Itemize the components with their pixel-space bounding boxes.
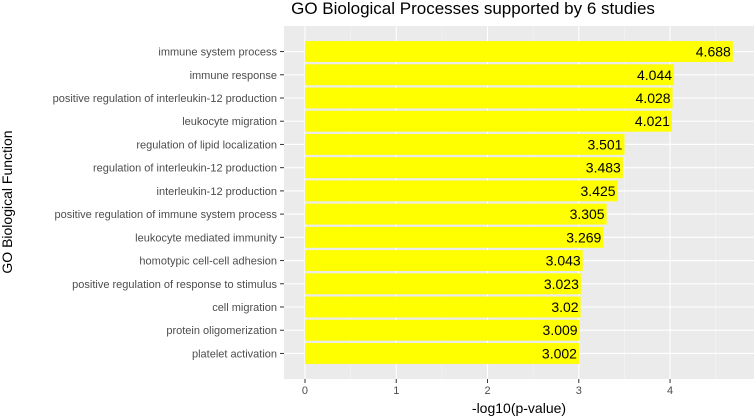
bar-value-label: 3.425 xyxy=(581,183,616,199)
y-tick-label: regulation of lipid localization xyxy=(136,139,277,151)
bar-value-label: 3.483 xyxy=(586,160,621,176)
bars xyxy=(304,41,733,364)
y-tick-label: positive regulation of response to stimu… xyxy=(72,279,277,291)
bar-value-label: 3.043 xyxy=(546,253,581,269)
bar-value-label: 3.269 xyxy=(566,229,601,245)
bar-value-labels: 4.688 4.044 4.028 4.021 3.501 3.483 3.425 3.305… xyxy=(542,44,731,362)
bar-value-label: 3.009 xyxy=(543,322,578,338)
y-tick-label: protein oligomerization xyxy=(166,325,277,337)
bar-value-label: 3.002 xyxy=(542,345,577,361)
bar xyxy=(304,64,675,86)
bar xyxy=(304,41,733,62)
bar xyxy=(304,203,607,225)
bar xyxy=(304,296,581,318)
bar xyxy=(304,319,580,341)
y-tick-label: positive regulation of interleukin-12 pr… xyxy=(53,93,277,105)
y-tick-label: interleukin-12 production xyxy=(157,186,277,198)
y-tick-label: leukocyte migration xyxy=(182,116,277,128)
bar-value-label: 3.501 xyxy=(587,136,622,152)
bar xyxy=(304,87,673,109)
bar xyxy=(304,273,581,295)
bar xyxy=(304,180,618,202)
x-axis-ticks: 0 1 2 3 4 xyxy=(302,379,673,397)
bar-value-label: 4.021 xyxy=(635,113,670,129)
y-tick-label: positive regulation of immune system pro… xyxy=(54,209,277,221)
y-tick-label: platelet activation xyxy=(192,348,277,360)
x-tick-label: 4 xyxy=(667,385,673,397)
chart-title: GO Biological Processes supported by 6 s… xyxy=(291,0,655,18)
bar-value-label: 3.02 xyxy=(551,299,578,315)
bar xyxy=(304,110,672,132)
bar xyxy=(304,226,604,248)
y-axis-ticks: immune system process immune response posi… xyxy=(53,47,284,360)
bar-value-label: 3.305 xyxy=(570,206,605,222)
x-tick-label: 1 xyxy=(393,385,399,397)
bar-value-label: 4.688 xyxy=(696,44,731,60)
bar xyxy=(304,250,583,272)
y-tick-label: homotypic cell-cell adhesion xyxy=(139,256,277,268)
bar-value-label: 4.044 xyxy=(637,67,672,83)
y-tick-label: regulation of interleukin-12 production xyxy=(93,163,277,175)
bar xyxy=(304,343,579,364)
x-tick-label: 0 xyxy=(302,385,308,397)
y-tick-label: cell migration xyxy=(212,302,277,314)
bar xyxy=(304,133,625,155)
y-tick-label: immune system process xyxy=(158,47,277,59)
bar-value-label: 3.023 xyxy=(544,276,579,292)
y-axis-title: GO Biological Function xyxy=(0,130,15,273)
y-tick-label: leukocyte mediated immunity xyxy=(135,232,277,244)
bar-value-label: 4.028 xyxy=(636,90,671,106)
bar xyxy=(304,157,623,179)
x-axis-title: -log10(p-value) xyxy=(472,400,566,416)
x-tick-label: 3 xyxy=(576,385,582,397)
x-tick-label: 2 xyxy=(484,385,490,397)
y-tick-label: immune response xyxy=(190,70,277,82)
